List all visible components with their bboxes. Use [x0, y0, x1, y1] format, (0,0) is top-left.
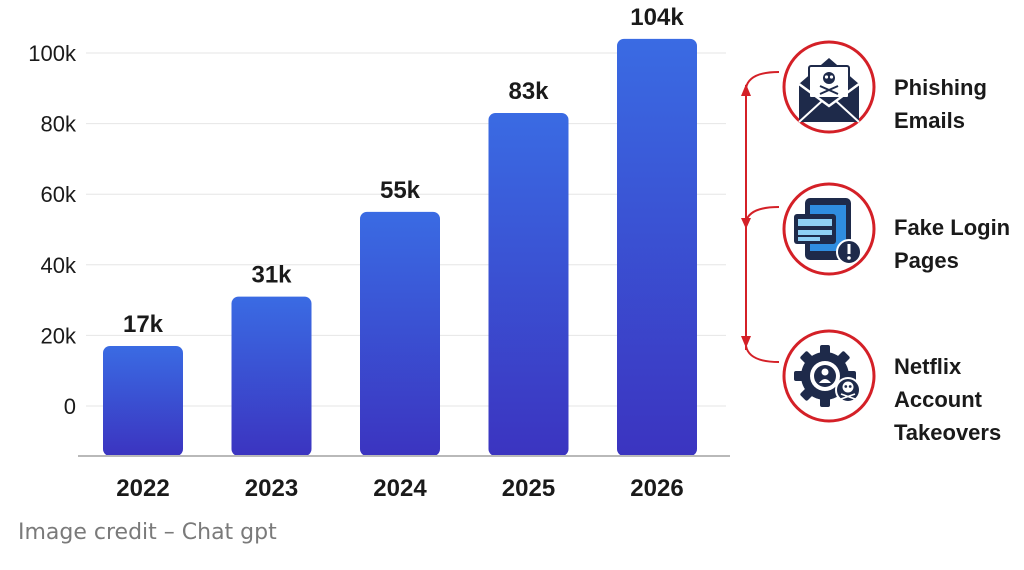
data-label-2025: 83k — [508, 78, 549, 105]
x-axis-ticks: 2022 2023 2024 2025 2026 — [116, 475, 683, 502]
bar-2022 — [103, 345, 183, 456]
y-tick-label: 20k — [41, 323, 77, 348]
phishing-email-icon — [782, 40, 876, 134]
y-tick-label: 0 — [64, 394, 76, 419]
threat-label-account-takeover: Netflix Account Takeovers — [894, 354, 1002, 445]
data-label-2024: 55k — [380, 177, 421, 204]
data-label-2022: 17k — [123, 311, 164, 338]
y-tick-label: 40k — [41, 253, 77, 278]
fake-login-icon — [782, 182, 876, 276]
bar-2026 — [617, 38, 697, 456]
image-credit: Image credit – Chat gpt — [18, 520, 277, 545]
y-tick-label: 80k — [41, 112, 77, 137]
bar-2024 — [360, 211, 440, 456]
threat-label-phishing: Phishing Emails — [894, 75, 987, 133]
data-label-2026: 104k — [630, 4, 684, 31]
x-tick-label-2023: 2023 — [245, 475, 298, 502]
connector-arrows — [741, 84, 751, 348]
data-labels: 17k 31k 55k 83k 104k — [123, 4, 684, 338]
threat-label-fake-login: Fake Login Pages — [894, 215, 1011, 273]
account-takeover-icon — [782, 329, 876, 423]
y-tick-label: 100k — [28, 41, 77, 66]
bar-2025 — [488, 113, 569, 456]
x-tick-label-2022: 2022 — [116, 475, 169, 502]
y-tick-label: 60k — [41, 182, 77, 207]
data-label-2023: 31k — [251, 262, 292, 289]
y-axis-ticks: 0 20k 40k 60k 80k 100k — [28, 41, 77, 419]
x-tick-label-2026: 2026 — [630, 475, 683, 502]
connector-bracket — [745, 71, 780, 363]
x-tick-label-2025: 2025 — [502, 475, 555, 502]
bars — [103, 38, 697, 456]
bar-2023 — [231, 296, 312, 456]
x-tick-label-2024: 2024 — [373, 475, 427, 502]
